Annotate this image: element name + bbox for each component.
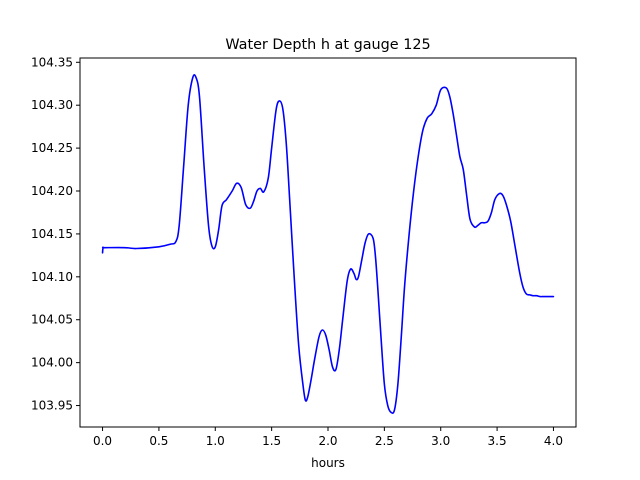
series-line [101,74,555,414]
x-axis: 0.0 0.5 1.0 1.5 2.0 2.5 3.0 3.5 4.0 [93,427,563,448]
y-tick-label: 104.25 [31,141,73,155]
y-tick-label: 104.30 [31,98,73,112]
x-tick-label: 1.0 [206,434,225,448]
y-tick-label: 103.95 [31,399,73,413]
x-tick-label: 0.5 [149,434,168,448]
y-tick-label: 104.15 [31,227,73,241]
x-tick-label: 2.5 [375,434,394,448]
y-tick-label: 104.05 [31,313,73,327]
y-axis: 103.95 104.00 104.05 104.10 104.15 104.20 104.… [31,55,80,413]
y-tick-label: 104.35 [31,55,73,69]
x-axis-label: hours [311,456,345,470]
chart-title: Water Depth h at gauge 125 [225,37,430,53]
x-tick-label: 2.0 [318,434,337,448]
y-tick-label: 104.10 [31,270,73,284]
series-layer [101,74,555,414]
x-tick-label: 1.5 [262,434,281,448]
y-tick-label: 104.20 [31,184,73,198]
x-tick-label: 3.5 [488,434,507,448]
x-tick-label: 4.0 [544,434,563,448]
y-tick-label: 104.00 [31,356,73,370]
x-tick-label: 3.0 [431,434,450,448]
x-tick-label: 0.0 [93,434,112,448]
